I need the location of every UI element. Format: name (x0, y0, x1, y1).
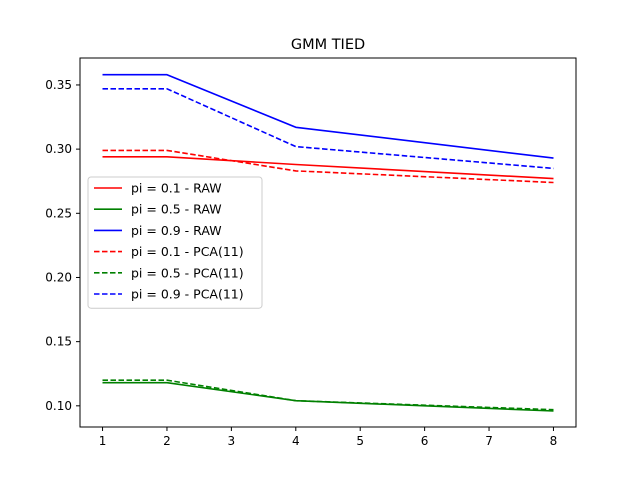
y-tick-label: 0.20 (45, 270, 72, 284)
legend-label: pi = 0.5 - RAW (131, 202, 222, 217)
x-tick-label: 2 (163, 434, 171, 448)
x-tick-label: 7 (485, 434, 493, 448)
legend-label: pi = 0.1 - PCA(11) (131, 244, 244, 259)
series-line-pi-0-9-pca-11 (102, 88, 554, 170)
plot-area-frame (79, 57, 577, 428)
y-tick-label: 0.30 (45, 142, 72, 156)
series-line-pi-0-1-pca-11 (102, 149, 554, 184)
y-tick-label: 0.35 (45, 78, 72, 92)
series-line-pi-0-5-pca-11 (102, 379, 554, 411)
legend: pi = 0.1 - RAW pi = 0.5 - RAW pi = 0.9 - R… (87, 176, 263, 309)
y-tick-label: 0.15 (45, 335, 72, 349)
chart-title: GMM TIED (291, 37, 365, 53)
series-line-pi-0-9-raw (102, 73, 554, 159)
legend-label: pi = 0.9 - RAW (131, 223, 222, 238)
x-tick-label: 3 (228, 434, 236, 448)
x-tick-label: 8 (550, 434, 558, 448)
legend-label: pi = 0.9 - PCA(11) (131, 287, 244, 302)
legend-label: pi = 0.5 - PCA(11) (131, 265, 244, 280)
y-tick-label: 0.25 (45, 206, 72, 220)
y-tick-label: 0.10 (45, 399, 72, 413)
legend-box (87, 176, 263, 309)
legend-label: pi = 0.1 - RAW (131, 181, 222, 196)
x-axis: 1 2 3 4 5 6 7 8 (99, 427, 558, 448)
x-tick-label: 6 (421, 434, 429, 448)
y-axis: 0.10 0.15 0.20 0.25 0.30 0.35 (45, 78, 80, 413)
x-tick-label: 1 (99, 434, 107, 448)
x-tick-label: 4 (292, 434, 300, 448)
series-layer (102, 73, 554, 412)
x-tick-label: 5 (356, 434, 364, 448)
